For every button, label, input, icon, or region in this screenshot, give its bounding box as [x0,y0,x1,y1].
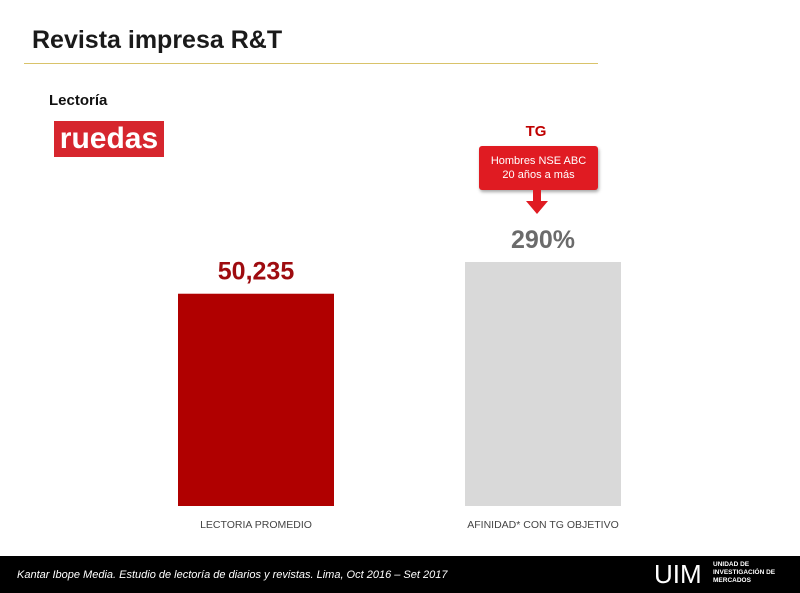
callout-line-1: Hombres NSE ABC [490,155,587,167]
category-label-1: AFINIDAD* CON TG OBJETIVO [467,519,619,531]
footer-bar: Kantar Ibope Media. Estudio de lectoría … [0,556,800,593]
footer-source: Kantar Ibope Media. Estudio de lectoría … [17,569,448,581]
down-arrow-icon [526,190,548,214]
logo-text: ruedas [59,122,159,155]
data-label-0: 50,235 [218,258,295,286]
section-label: Lectoría [49,92,108,109]
page-title: Revista impresa R&T [32,26,283,54]
data-label-1: 290% [511,226,575,254]
target-group-callout: Hombres NSE ABC 20 años a más [479,146,598,190]
uim-sub-line-2: INVESTIGACIÓN DE [713,569,776,576]
callout-line-2: 20 años a más [502,169,575,181]
category-label-0: LECTORIA PROMEDIO [200,519,312,531]
uim-sub-line-3: MERCADOS [713,577,751,584]
tg-label: TG [525,123,547,140]
uim-logo: UIM [654,559,702,589]
uim-subtitle: UNIDAD DE INVESTIGACIÓN DE MERCADOS [713,561,793,585]
bar-0 [178,293,334,506]
uim-sub-line-1: UNIDAD DE [713,561,750,568]
ruedas-logo: ruedas [54,121,164,157]
title-divider [24,63,598,64]
bar-chart: 50,235 LECTORIA PROMEDIO 290% AFINIDAD* CON… [178,226,621,531]
bar-1 [465,262,621,506]
